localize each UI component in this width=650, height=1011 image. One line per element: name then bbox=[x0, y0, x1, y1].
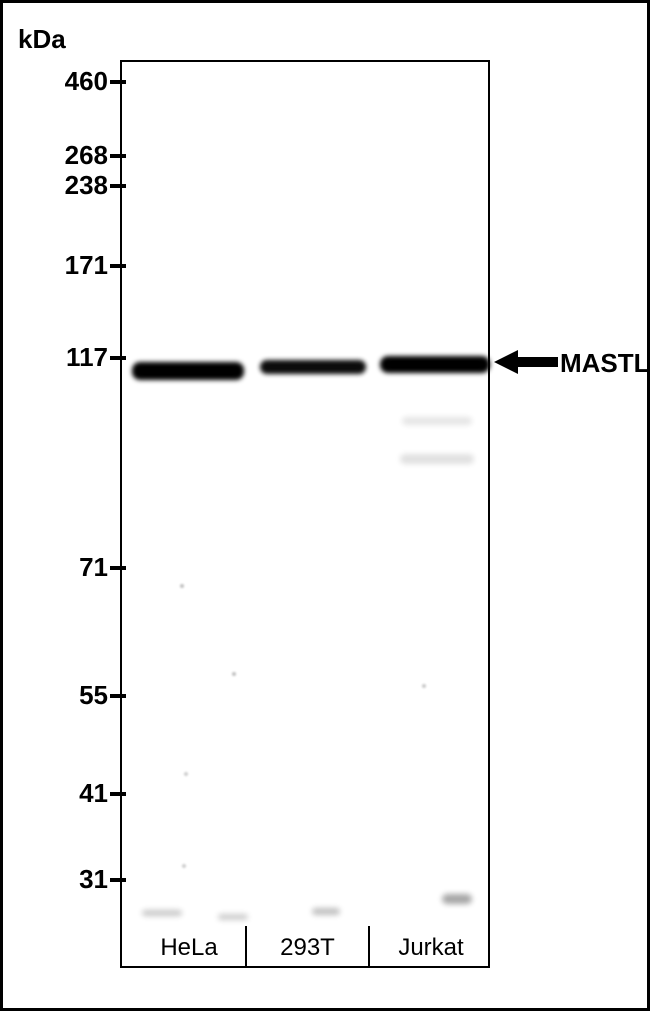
mw-label: 71 bbox=[79, 552, 108, 583]
faint-band bbox=[312, 908, 340, 915]
mw-tick bbox=[110, 792, 126, 796]
mw-label: 268 bbox=[65, 140, 108, 171]
noise-speck bbox=[182, 864, 186, 868]
lane-label-hela: HeLa bbox=[134, 934, 244, 962]
mw-label: 171 bbox=[65, 250, 108, 281]
arrow-head-icon bbox=[494, 350, 518, 374]
lane-label-293t: 293T bbox=[250, 934, 365, 962]
mw-tick bbox=[110, 694, 126, 698]
mw-label: 55 bbox=[79, 680, 108, 711]
mw-label: 238 bbox=[65, 170, 108, 201]
noise-speck bbox=[184, 772, 188, 776]
faint-band bbox=[402, 417, 472, 425]
mw-tick bbox=[110, 184, 126, 188]
target-protein-label: MASTL bbox=[560, 348, 650, 379]
noise-speck bbox=[422, 684, 426, 688]
arrow-shaft bbox=[518, 357, 558, 367]
noise-speck bbox=[180, 584, 184, 588]
mw-tick bbox=[110, 878, 126, 882]
mw-label: 31 bbox=[79, 864, 108, 895]
mastl-band-hela bbox=[132, 362, 244, 380]
mw-label: 117 bbox=[66, 342, 108, 373]
lane-divider-2 bbox=[368, 926, 370, 966]
mw-tick bbox=[110, 356, 126, 360]
lane-label-jurkat: Jurkat bbox=[372, 934, 490, 962]
mw-tick bbox=[110, 80, 126, 84]
mw-tick bbox=[110, 264, 126, 268]
faint-band bbox=[142, 910, 182, 916]
faint-band bbox=[218, 914, 248, 920]
mastl-band-jurkat bbox=[380, 356, 490, 373]
target-arrow bbox=[494, 350, 558, 374]
mastl-band-293t bbox=[260, 360, 366, 374]
lane-divider-1 bbox=[245, 926, 247, 966]
mw-tick bbox=[110, 154, 126, 158]
noise-speck bbox=[232, 672, 236, 676]
faint-band bbox=[400, 454, 474, 464]
axis-unit-label: kDa bbox=[18, 24, 66, 55]
mw-label: 460 bbox=[65, 66, 108, 97]
western-blot-figure: kDa HeLa 293T Jurkat 460 268 bbox=[0, 0, 650, 1011]
mw-label: 41 bbox=[79, 778, 108, 809]
faint-band bbox=[442, 894, 472, 904]
blot-membrane-frame: HeLa 293T Jurkat bbox=[120, 60, 490, 968]
mw-tick bbox=[110, 566, 126, 570]
